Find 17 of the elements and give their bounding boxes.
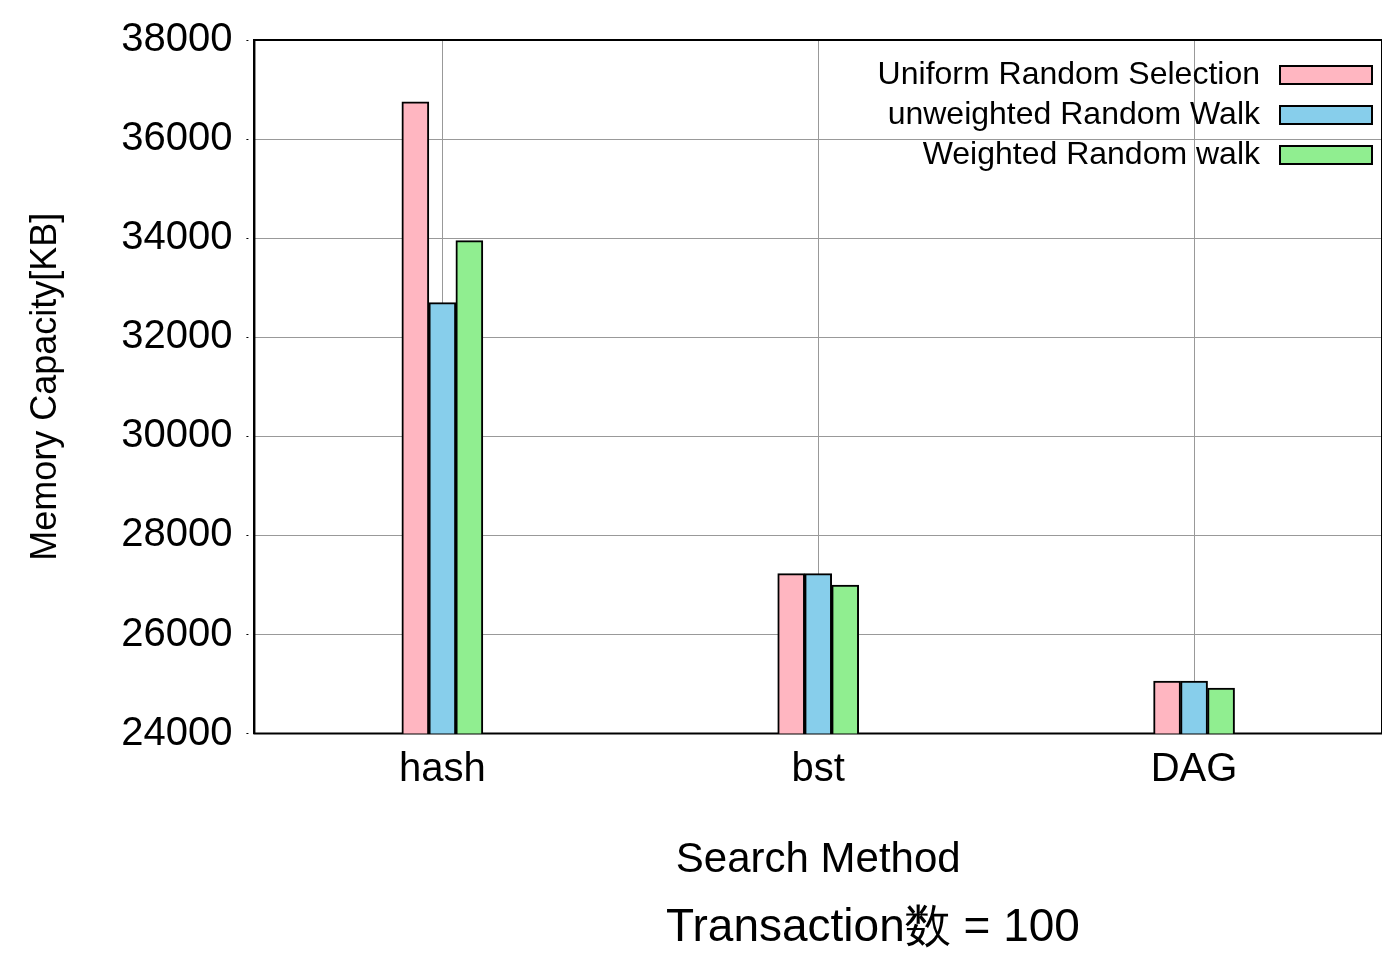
legend-label: unweighted Random Walk [887, 94, 1261, 131]
y-tick-label: 38000 [121, 15, 233, 60]
y-tick-label: 24000 [121, 708, 233, 753]
y-tick-label: 32000 [121, 312, 233, 357]
y-tick-label: 26000 [121, 609, 233, 654]
x-tick-label: hash [398, 744, 486, 789]
y-tick-label: 34000 [121, 213, 233, 258]
y-tick-label: 30000 [121, 411, 233, 456]
y-axis-title: Memory Capacity[KB] [22, 212, 64, 561]
x-tick-label: bst [791, 744, 845, 789]
text: Transaction数 = 100 [665, 898, 1081, 953]
legend-label: Weighted Random walk [922, 134, 1261, 171]
y-tick-label: 36000 [121, 114, 233, 159]
y-tick-label: 28000 [121, 510, 233, 555]
legend-label: Uniform Random Selection [877, 54, 1260, 91]
x-tick-label: DAG [1150, 744, 1238, 789]
x-axis-title: Search Method [675, 834, 961, 882]
